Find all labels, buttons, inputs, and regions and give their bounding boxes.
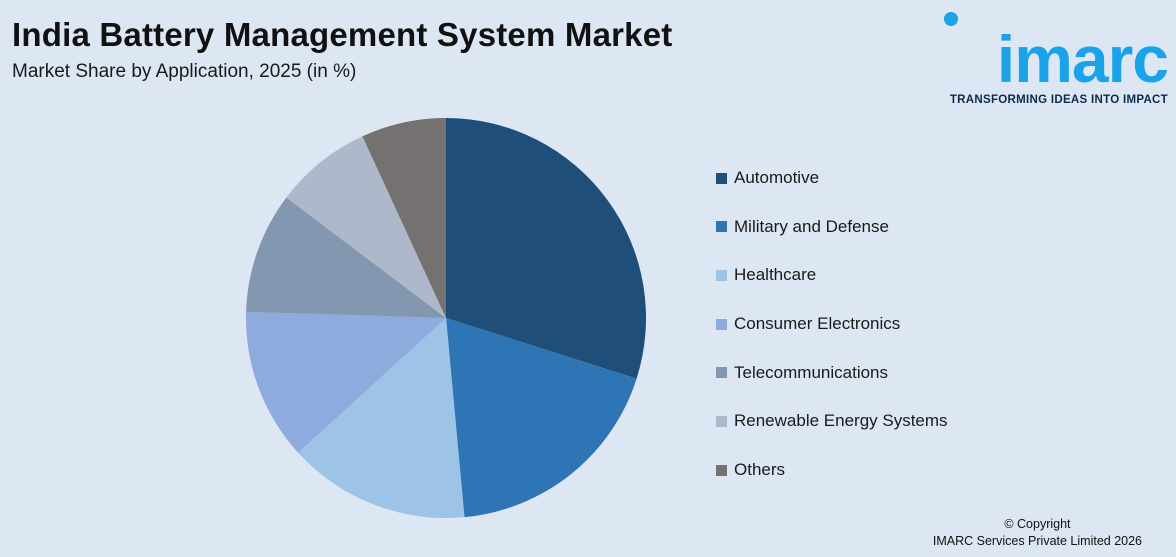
legend-swatch [716,367,727,379]
legend-swatch [716,172,727,184]
imarc-logo: imarc TRANSFORMING IDEAS INTO IMPACT [942,12,1169,108]
legend-swatch [716,415,727,427]
chart-title: India Battery Management System Market [12,16,673,53]
company-line: IMARC Services Private Limited 2026 [932,534,1142,548]
pie-slice-automotive [446,118,646,379]
legend-label: Healthcare [734,265,817,285]
pie-slice-telecommunications [246,197,446,318]
legend-item-telecommunications: Telecommunications [716,361,948,385]
pie-slice-military-and-defense [446,318,637,518]
legend-swatch [716,221,727,233]
legend-label: Renewable Energy Systems [734,411,948,431]
pie-slice-healthcare [298,318,465,518]
copyright-line: © Copyright [1004,517,1071,531]
legend-swatch [716,269,727,281]
legend-label: Military and Defense [734,216,889,236]
legend-label: Consumer Electronics [734,314,901,334]
legend-item-renewable-energy-systems: Renewable Energy Systems [716,409,948,433]
legend-label: Others [734,460,786,480]
legend-item-others: Others [716,458,948,482]
logo-tagline: TRANSFORMING IDEAS INTO IMPACT [949,94,1168,106]
copyright-footer: © Copyright IMARC Services Private Limit… [933,516,1142,550]
pie-slice-renewable-energy-systems [286,136,446,318]
legend-swatch [716,464,727,476]
logo-dot-icon [944,12,958,26]
legend-item-healthcare: Healthcare [716,263,948,287]
legend-swatch [716,318,727,330]
logo-wordmark: imarc [996,22,1169,96]
legend-item-consumer-electronics: Consumer Electronics [716,312,948,336]
chart-legend: Automotive Military and Defense Healthcare… [716,166,948,507]
chart-subtitle: Market Share by Application, 2025 (in %) [12,61,357,82]
pie-slice-others [362,118,446,318]
legend-label: Automotive [734,168,820,187]
pie-chart [246,118,646,518]
pie-slice-consumer-electronics [246,311,446,453]
legend-item-military-and-defense: Military and Defense [716,215,948,239]
legend-label: Telecommunications [734,362,889,382]
legend-item-automotive: Automotive [716,166,948,190]
